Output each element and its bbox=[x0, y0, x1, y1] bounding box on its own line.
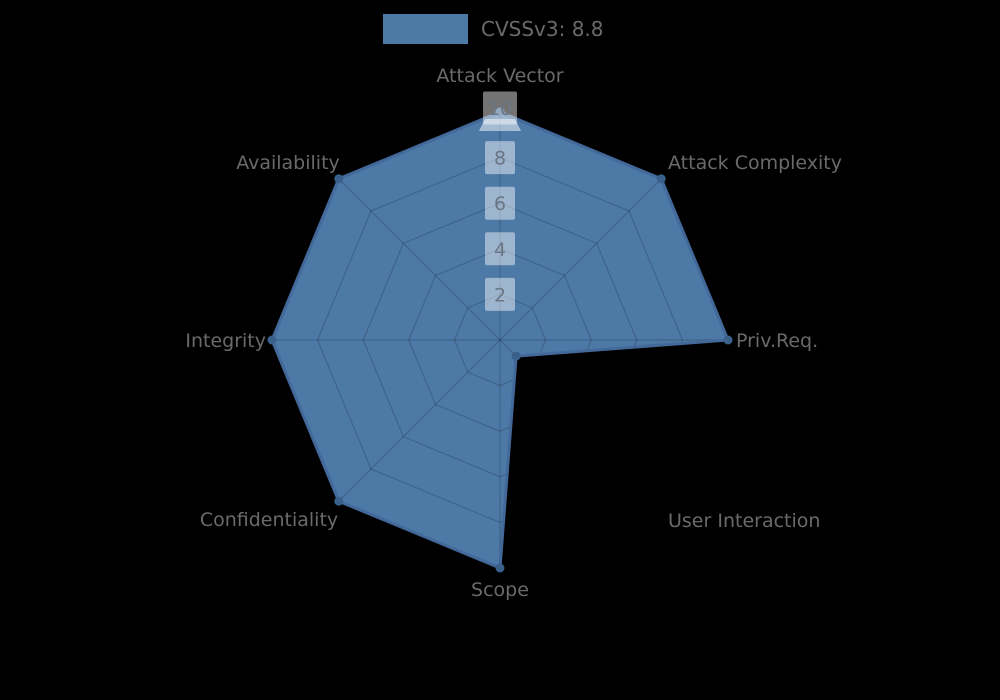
legend-label[interactable]: CVSSv3: 8.8 bbox=[481, 17, 604, 41]
data-point-integrity bbox=[267, 335, 277, 345]
axis-label-attack-vector: Attack Vector bbox=[436, 65, 563, 87]
axis-spoke bbox=[499, 178, 662, 341]
tick-label-4: 4 bbox=[494, 239, 506, 261]
tick-label-8: 8 bbox=[494, 148, 506, 170]
data-point-attack-vector bbox=[495, 107, 505, 117]
grid-ring-6 bbox=[362, 202, 638, 478]
axis-label-availability: Availability bbox=[236, 152, 340, 174]
tick-label-2: 2 bbox=[494, 284, 506, 306]
axis-label-user-interaction: User Interaction bbox=[668, 510, 820, 532]
axis-label-attack-complexity: Attack Complexity bbox=[668, 152, 842, 174]
axis-label-confidentiality: Confidentiality bbox=[200, 509, 338, 531]
axis-label-scope: Scope bbox=[471, 579, 529, 601]
tick-backdrop-6 bbox=[485, 186, 515, 220]
tick-label-10: 10 bbox=[488, 98, 512, 120]
axis-label-priv-req-: Priv.Req. bbox=[736, 330, 818, 352]
data-point-user-interaction bbox=[511, 351, 521, 361]
axis-spoke bbox=[338, 178, 501, 341]
data-point-scope bbox=[495, 563, 505, 573]
data-point-confidentiality bbox=[334, 496, 344, 506]
tick-backdrop-10 bbox=[483, 91, 517, 125]
tick-backdrop-4 bbox=[485, 232, 515, 266]
tick-backdrop-overlay bbox=[479, 119, 521, 131]
data-point-priv-req- bbox=[723, 335, 733, 345]
data-point-attack-complexity bbox=[656, 174, 666, 184]
legend-swatch[interactable] bbox=[383, 14, 468, 44]
grid-ring-2 bbox=[453, 293, 547, 387]
radar-series-fill bbox=[272, 112, 728, 568]
chart-legend[interactable]: CVSSv3: 8.8 bbox=[383, 14, 604, 44]
axis-spoke bbox=[499, 339, 662, 502]
tick-backdrop-2 bbox=[485, 277, 515, 311]
grid-ring-4 bbox=[408, 248, 592, 432]
axis-spoke bbox=[338, 339, 501, 502]
axis-label-integrity: Integrity bbox=[185, 330, 266, 352]
grid-ring-8 bbox=[316, 156, 684, 524]
tick-label-6: 6 bbox=[494, 193, 506, 215]
tick-backdrop-8 bbox=[485, 141, 515, 175]
data-point-availability bbox=[334, 174, 344, 184]
